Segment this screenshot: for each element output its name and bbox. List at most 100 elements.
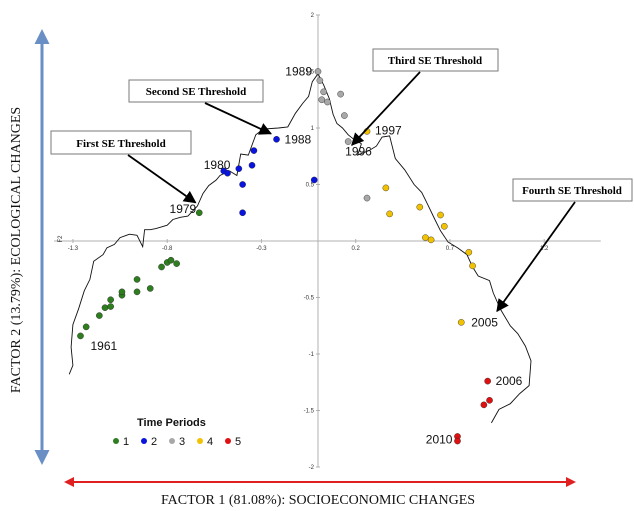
series-4-point xyxy=(416,203,424,211)
callout-label: First SE Threshold xyxy=(76,138,165,150)
series-4-point xyxy=(427,236,435,244)
series-1-point xyxy=(133,288,141,296)
x-tick-label: 1.2 xyxy=(540,246,549,252)
callout-arrow xyxy=(127,154,197,204)
series-5-point xyxy=(486,397,493,404)
series-3-point xyxy=(316,77,324,84)
series-2-point xyxy=(224,169,231,177)
y-tick-label: -1 xyxy=(309,352,315,358)
series-3-point xyxy=(337,90,344,98)
legend-marker xyxy=(169,438,175,444)
callout-label: Third SE Threshold xyxy=(388,55,482,67)
legend: Time Periods 1 2 3 4 5 xyxy=(113,417,241,448)
series-1-point xyxy=(195,209,203,217)
callout-box xyxy=(372,48,499,72)
series-4-point xyxy=(440,223,448,230)
series-2-point xyxy=(235,165,243,172)
year-label: 2005 xyxy=(471,315,498,329)
series-1-point xyxy=(167,256,175,264)
callout-label: Fourth SE Threshold xyxy=(522,185,622,197)
series-1-point xyxy=(82,323,90,331)
threshold-callout: Second SE Threshold xyxy=(128,79,273,135)
x-tick-label: 0.2 xyxy=(352,246,361,252)
callout-arrow xyxy=(351,71,421,146)
y-axis-title: FACTOR 2 (13.79%): ECOLOGICAL CHANGES xyxy=(9,107,24,393)
series-3-point xyxy=(318,96,326,104)
callout-label: Second SE Threshold xyxy=(146,86,246,98)
series-2-point xyxy=(310,176,318,184)
series-2-point xyxy=(250,147,258,154)
y-tick-label: 2 xyxy=(311,13,315,19)
callout-arrow xyxy=(204,102,273,135)
series-2-point xyxy=(239,209,246,217)
threshold-curve-line xyxy=(68,72,532,424)
y-tick-label: -0.5 xyxy=(304,296,315,302)
year-label: 1996 xyxy=(345,145,372,159)
series-1-point xyxy=(118,288,126,296)
year-label: 1988 xyxy=(285,132,312,146)
series-4-point xyxy=(437,211,444,219)
x-tick-label: -0.3 xyxy=(256,246,267,252)
year-label: 1997 xyxy=(375,123,402,137)
series-1-point xyxy=(77,332,84,340)
series-2-point xyxy=(273,135,280,143)
series-1-point xyxy=(146,285,154,292)
series-3-point xyxy=(314,68,322,75)
y-tick-label: -2 xyxy=(309,465,315,471)
legend-marker xyxy=(197,438,203,444)
legend-label: 3 xyxy=(179,436,185,448)
callout-box xyxy=(512,178,633,202)
year-label: 1979 xyxy=(170,202,197,216)
series-4-point xyxy=(465,248,473,256)
x-tick-label: -0.8 xyxy=(162,246,173,252)
y-tick-label: 1.5 xyxy=(306,70,315,76)
x-tick-label: 0.7 xyxy=(446,246,455,252)
y-tick-label: 1 xyxy=(311,126,315,132)
legend-label: 5 xyxy=(235,436,241,448)
series-1-point xyxy=(133,276,141,283)
legend-title: Time Periods xyxy=(137,417,206,429)
legend-marker xyxy=(113,438,119,444)
axes: -1.3 -0.8 -0.3 0.2 0.7 1.2 2 1.5 1 0.5 -0.5 -1 -1.5 -… xyxy=(54,13,601,471)
x-tick-label: -1.3 xyxy=(68,246,79,252)
series-1-point xyxy=(173,260,180,267)
year-label: 2006 xyxy=(496,374,523,388)
legend-label: 2 xyxy=(151,436,157,448)
y-axis-short-label: F2 xyxy=(58,235,64,243)
legend-marker xyxy=(225,438,231,444)
callout-box xyxy=(50,130,192,155)
series-5-point xyxy=(454,437,461,445)
year-label: 2010 xyxy=(426,432,453,446)
series-3-point xyxy=(320,88,327,96)
callout-arrow xyxy=(496,201,576,313)
year-label: 1961 xyxy=(90,339,117,353)
series-3-point xyxy=(324,98,331,106)
threshold-callout: Fourth SE Threshold xyxy=(496,178,633,313)
x-axis-title: FACTOR 1 (81.08%): SOCIOECONOMIC CHANGES xyxy=(161,493,475,508)
year-label: 1980 xyxy=(204,158,231,172)
series-1-point xyxy=(107,303,114,310)
legend-marker xyxy=(141,438,147,444)
series-3-point xyxy=(363,194,371,202)
year-label: 1989 xyxy=(285,65,312,79)
callout-box xyxy=(128,79,264,103)
series-1-point xyxy=(158,263,165,271)
threshold-callouts: First SE Threshold Second SE Threshold Thi… xyxy=(50,48,633,313)
series-2-point xyxy=(248,161,256,169)
series-3-point xyxy=(341,112,348,119)
series-4-point xyxy=(422,234,429,241)
threshold-curve xyxy=(68,72,532,424)
series-1-point xyxy=(107,296,114,304)
series-2-point xyxy=(239,181,246,188)
series-5-point xyxy=(480,401,488,409)
series-4-point xyxy=(469,262,476,270)
series-4-point xyxy=(457,319,465,326)
series-1-point xyxy=(96,312,103,319)
y-tick-label: -1.5 xyxy=(304,409,315,415)
series-4-point xyxy=(386,210,393,218)
data-points xyxy=(77,68,493,445)
series-4-point xyxy=(382,184,390,192)
series-1-point xyxy=(101,304,109,311)
